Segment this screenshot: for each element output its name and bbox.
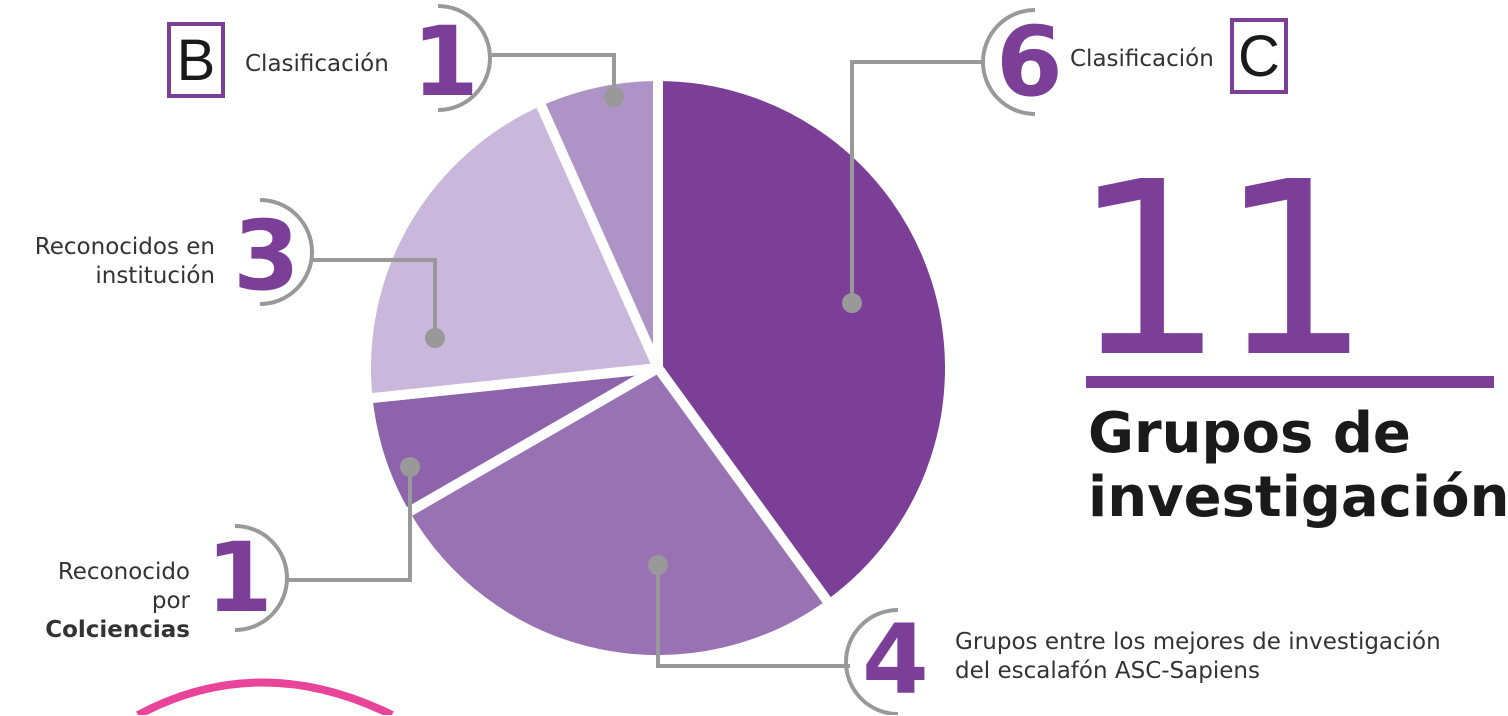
colciencias-label-prefix: por <box>151 588 190 614</box>
total-groups-label: Grupos de investigación <box>1088 402 1508 530</box>
institucion-count: 3 <box>233 200 300 312</box>
institucion-label: Reconocidos en institución <box>20 233 215 291</box>
total-label-line2: investigación <box>1088 465 1508 530</box>
sapiens-label: Grupos entre los mejores de investigació… <box>955 628 1441 686</box>
classification-c-count: 6 <box>996 6 1063 118</box>
connector-classification-b-bracket <box>437 4 492 112</box>
colciencias-label-bold: Colciencias <box>45 617 190 643</box>
classification-b-count: 1 <box>412 6 479 118</box>
total-label-line1: Grupos de <box>1088 401 1411 466</box>
connector-colciencias-bracket <box>234 524 289 632</box>
connector-classification-c-dot <box>842 293 862 313</box>
colciencias-label-line2: por Colciencias <box>0 587 190 645</box>
connector-asc-sapiens-bracket <box>844 608 899 715</box>
sapiens-label-line2: del escalafón ASC-Sapiens <box>955 658 1260 684</box>
colciencias-label-line1: Reconocido <box>57 559 190 585</box>
decorative-pink-arc <box>136 678 394 715</box>
connector-asc-sapiens-dot <box>648 555 668 575</box>
connector-asc-sapiens-line <box>656 565 850 668</box>
total-divider <box>1086 376 1494 388</box>
slice-asc-sapiens <box>398 361 837 665</box>
connector-colciencias-dot <box>400 457 420 477</box>
connector-institucion-line <box>312 258 437 338</box>
slice-classification-c <box>653 70 955 612</box>
connector-classification-b-line <box>492 53 616 97</box>
connector-classification-b-dot <box>604 87 624 107</box>
classification-c-label: Clasificación <box>1070 46 1214 72</box>
colciencias-count: 1 <box>206 522 273 634</box>
slice-classification-b <box>532 70 663 371</box>
connector-colciencias-line <box>287 467 412 582</box>
slice-institucion <box>361 94 666 405</box>
connector-institucion-dot <box>425 328 445 348</box>
connector-institucion-bracket <box>259 198 314 306</box>
institucion-label-line1: Reconocidos en <box>34 234 215 260</box>
colciencias-label: Reconocido por Colciencias <box>0 558 190 645</box>
connector-classification-c-bracket <box>981 8 1036 116</box>
total-groups-number: 11 <box>1072 130 1371 410</box>
classification-c-letter: C <box>1230 18 1288 94</box>
classification-b-label: Clasificación <box>245 51 389 77</box>
classification-b-letter: B <box>167 22 225 98</box>
sapiens-count: 4 <box>862 604 929 716</box>
connector-classification-c-line <box>850 60 985 303</box>
institucion-label-line2: institución <box>95 263 215 289</box>
sapiens-label-line1: Grupos entre los mejores de investigació… <box>955 629 1441 655</box>
